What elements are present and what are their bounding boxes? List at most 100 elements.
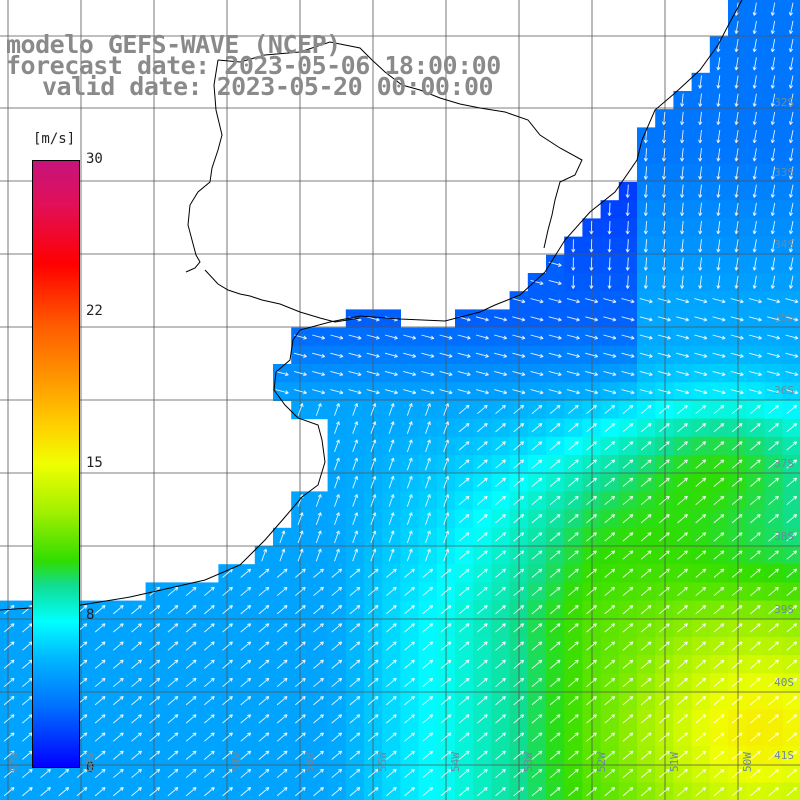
wind-arrow <box>295 641 306 651</box>
wind-arrow <box>495 459 506 469</box>
wind-arrow <box>622 623 634 633</box>
wind-arrow <box>422 568 434 578</box>
wind-arrow <box>422 714 434 724</box>
wind-arrow <box>698 202 703 217</box>
wind-arrow <box>404 568 415 578</box>
wind-arrow <box>185 677 197 688</box>
wind-arrow <box>240 623 252 633</box>
wind-arrow <box>786 787 798 797</box>
wind-arrow <box>713 550 725 560</box>
wind-arrow <box>659 423 670 433</box>
wind-arrow <box>730 352 744 358</box>
wind-arrow <box>643 184 648 198</box>
wind-arrow <box>549 441 561 451</box>
wind-arrow <box>734 239 739 253</box>
wind-arrow <box>495 514 506 524</box>
wind-arrow <box>640 677 652 688</box>
wind-arrow <box>293 370 307 377</box>
wind-arrow <box>752 275 757 289</box>
wind-arrow <box>750 732 761 742</box>
wind-arrow <box>713 404 725 415</box>
wind-arrow <box>349 768 361 779</box>
wind-arrow <box>94 750 106 760</box>
wind-arrow <box>566 298 580 304</box>
wind-arrow <box>494 370 508 377</box>
wind-arrow <box>730 316 744 322</box>
wind-arrow <box>585 316 599 322</box>
wind-arrow <box>786 514 798 524</box>
wind-arrow <box>677 696 688 706</box>
wind-arrow <box>240 768 252 779</box>
wind-arrow <box>695 659 707 669</box>
wind-arrow <box>76 768 88 779</box>
colorbar-tick: 30 <box>86 151 103 167</box>
wind-arrow <box>276 696 288 706</box>
wind-arrow <box>530 279 544 286</box>
wind-arrow <box>716 275 721 289</box>
wind-arrow <box>677 586 688 597</box>
estuary-south-bank <box>204 269 361 323</box>
wind-arrow <box>713 677 725 688</box>
wind-arrow <box>367 750 379 760</box>
wind-arrow <box>495 568 506 578</box>
wind-arrow <box>352 475 359 489</box>
wind-arrow <box>694 334 708 340</box>
wind-arrow <box>440 568 452 578</box>
wind-arrow <box>443 457 450 471</box>
wind-arrow <box>586 568 597 578</box>
wind-arrow <box>677 423 688 433</box>
wind-arrow <box>458 550 470 560</box>
wind-arrow <box>639 334 653 340</box>
wind-arrow <box>334 457 340 471</box>
wind-arrow <box>513 787 525 797</box>
wind-arrow <box>568 732 579 742</box>
wind-arrow <box>622 750 634 760</box>
wind-arrow <box>677 677 688 688</box>
wind-arrow <box>659 568 670 578</box>
lat-label: 38S <box>774 530 794 543</box>
wind-arrow <box>767 298 781 304</box>
wind-arrow <box>386 714 397 724</box>
wind-arrow <box>204 750 215 760</box>
wind-arrow <box>659 750 670 760</box>
wind-arrow <box>386 696 397 706</box>
wind-arrow <box>167 696 179 706</box>
wind-arrow <box>786 714 798 724</box>
wind-arrow <box>386 750 397 760</box>
wind-arrow <box>750 477 761 487</box>
wind-arrow <box>422 623 434 633</box>
wind-arrow <box>386 768 397 779</box>
wind-arrow <box>786 768 798 779</box>
wind-arrow <box>604 568 616 578</box>
wind-arrow <box>185 787 197 797</box>
wind-arrow <box>785 334 799 340</box>
wind-arrow <box>640 586 652 597</box>
wind-arrow <box>643 166 648 180</box>
wind-arrow <box>425 530 431 544</box>
wind-arrow <box>222 750 233 760</box>
wind-arrow <box>366 334 380 340</box>
wind-arrow <box>58 787 70 797</box>
wind-arrow <box>713 659 725 669</box>
wind-arrow <box>748 298 762 304</box>
wind-arrow <box>748 352 762 358</box>
wind-arrow <box>768 423 779 433</box>
wind-arrow <box>313 696 324 706</box>
wind-arrow <box>676 352 690 358</box>
wind-arrow <box>788 130 794 144</box>
wind-arrow <box>367 659 379 669</box>
wind-arrow <box>475 316 489 322</box>
wind-arrow <box>695 696 707 706</box>
wind-arrow <box>477 514 488 524</box>
wind-arrow <box>367 732 379 742</box>
wind-arrow <box>640 768 652 779</box>
wind-arrow <box>712 298 726 304</box>
wind-arrow <box>657 316 671 322</box>
wind-arrow <box>131 714 142 724</box>
wind-arrow <box>659 605 670 615</box>
wind-arrow <box>677 641 688 651</box>
wind-arrow <box>113 605 124 615</box>
wind-arrow <box>566 389 580 395</box>
wind-arrow <box>313 768 324 779</box>
wind-arrow <box>458 732 470 742</box>
